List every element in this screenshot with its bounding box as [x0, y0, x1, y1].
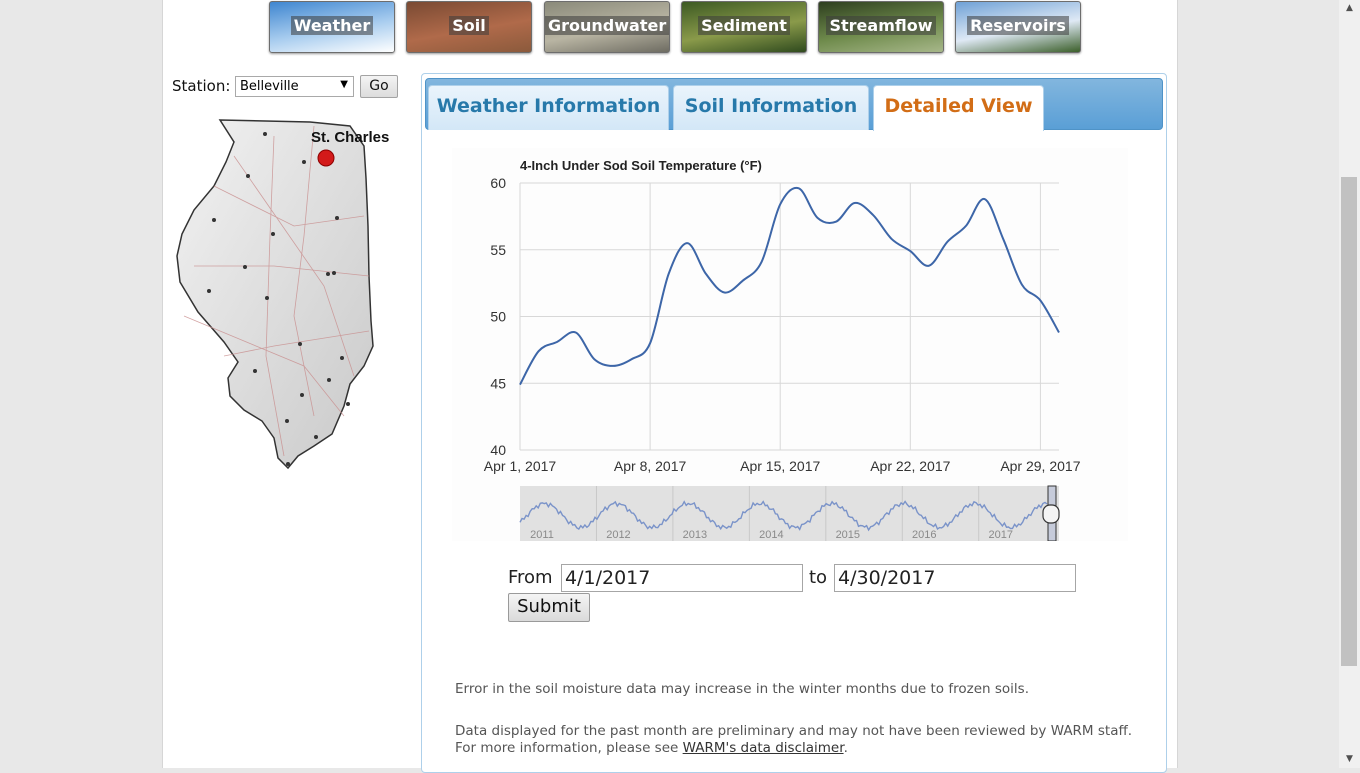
tab-soil-information[interactable]: Soil Information [673, 85, 869, 130]
station-markers [207, 132, 350, 466]
chart-svg: 4-Inch Under Sod Soil Temperature (°F) 4… [484, 158, 1081, 541]
note-end: . [843, 740, 848, 756]
to-label: to [809, 567, 828, 588]
temperature-series-line [519, 186, 1060, 386]
x-tick-label: Apr 15, 2017 [740, 458, 820, 474]
navigator-series-line [519, 500, 1048, 532]
to-date-input[interactable]: 4/30/2017 [834, 564, 1076, 592]
soil-temperature-chart: 4-Inch Under Sod Soil Temperature (°F) 4… [452, 148, 1128, 541]
navigator-background [520, 486, 1059, 541]
data-disclaimer-link[interactable]: WARM's data disclaimer [682, 740, 844, 756]
selected-station-marker[interactable] [317, 149, 335, 167]
nav-weather-button[interactable]: Weather [269, 1, 395, 53]
winter-note: Error in the soil moisture data may incr… [455, 681, 1029, 697]
navigator-year-label: 2014 [759, 529, 783, 541]
scrollbar-thumb[interactable] [1341, 177, 1357, 666]
navigator-year-label: 2012 [606, 529, 630, 541]
station-select[interactable]: Belleville ▼ [235, 76, 354, 97]
from-label: From [508, 567, 553, 588]
y-tick-label: 60 [490, 175, 506, 191]
x-tick-label: Apr 29, 2017 [1000, 458, 1080, 474]
tab-detailed-view[interactable]: Detailed View [873, 85, 1044, 131]
station-label: Station: [172, 77, 231, 95]
navigator-year-label: 2016 [912, 529, 936, 541]
navigator-handle [1042, 504, 1060, 524]
nav-streamflow-button[interactable]: Streamflow [818, 1, 944, 53]
nav-groundwater-button[interactable]: Groundwater [544, 1, 670, 53]
from-date-input[interactable]: 4/1/2017 [561, 564, 803, 592]
preliminary-note: Data displayed for the past month are pr… [455, 723, 1145, 757]
x-tick-label: Apr 1, 2017 [484, 458, 557, 474]
scroll-down-icon[interactable]: ▼ [1346, 754, 1353, 764]
navigator-year-label: 2017 [988, 529, 1012, 541]
go-button[interactable]: Go [360, 75, 398, 98]
nav-sediment-button[interactable]: Sediment [681, 1, 807, 53]
navigator-year-label: 2013 [683, 529, 707, 541]
station-selected-value: Belleville [240, 79, 299, 94]
nav-reservoirs-button[interactable]: Reservoirs [955, 1, 1081, 53]
dropdown-arrow-icon: ▼ [340, 79, 348, 90]
scroll-up-icon[interactable]: ▲ [1346, 3, 1353, 13]
page-scrollbar[interactable]: ▲ ▼ [1339, 0, 1360, 768]
x-tick-label: Apr 22, 2017 [870, 458, 950, 474]
preliminary-note-text: Data displayed for the past month are pr… [455, 723, 1133, 756]
y-tick-label: 55 [490, 242, 506, 258]
navigator-year-label: 2015 [836, 529, 860, 541]
illinois-station-map[interactable] [174, 116, 406, 472]
illinois-outline [176, 119, 374, 470]
x-tick-label: Apr 8, 2017 [614, 458, 687, 474]
submit-button[interactable]: Submit [508, 593, 590, 622]
navigator-year-label: 2011 [530, 529, 554, 541]
y-tick-label: 40 [490, 442, 506, 458]
map-highlight-label: St. Charles [311, 129, 390, 146]
map-roads [183, 125, 370, 457]
tab-weather-information[interactable]: Weather Information [428, 85, 669, 130]
y-tick-label: 50 [490, 309, 506, 325]
y-tick-label: 45 [490, 375, 506, 391]
chart-title: 4-Inch Under Sod Soil Temperature (°F) [520, 158, 762, 173]
nav-soil-button[interactable]: Soil [406, 1, 532, 53]
